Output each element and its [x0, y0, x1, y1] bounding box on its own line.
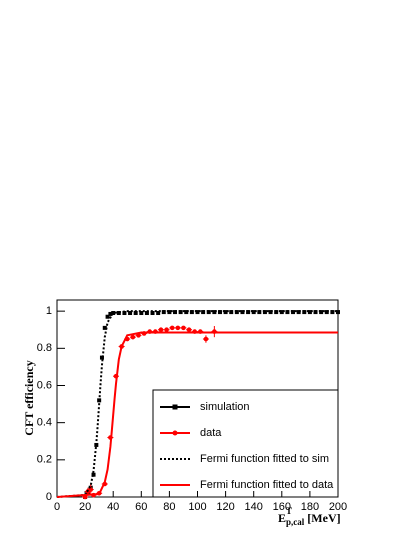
x-tick-label: 160: [273, 501, 291, 513]
data-point: [164, 327, 169, 333]
y-tick-label: 0.6: [37, 379, 52, 391]
x-tick-label: 120: [216, 501, 234, 513]
data-point: [186, 327, 192, 333]
x-tick-label: 60: [135, 501, 147, 513]
fit-line: [56, 331, 338, 498]
sim-point: [144, 311, 149, 316]
data-point: [175, 325, 181, 331]
legend-marker: [172, 430, 178, 436]
sim-point: [108, 311, 113, 316]
sim-point: [133, 311, 138, 316]
x-axis-title-main: E: [278, 511, 286, 525]
y-tick-label: 0.2: [37, 454, 52, 466]
fit-line: [56, 310, 338, 498]
sim-point: [336, 310, 340, 315]
sim-point: [184, 310, 189, 315]
data-point: [169, 325, 175, 331]
sim-point: [324, 310, 329, 315]
x-tick-label: 180: [301, 501, 319, 513]
sim-point: [102, 325, 107, 330]
legend-label: simulation: [200, 401, 250, 413]
legend-marker: [172, 404, 178, 410]
sim-point: [291, 310, 296, 315]
y-tick-label: 0.8: [37, 342, 52, 354]
x-tick-label: 80: [163, 501, 175, 513]
sim-point: [195, 310, 200, 315]
x-axis-title-sup: T: [286, 506, 292, 516]
sim-point: [240, 310, 245, 315]
y-tick-label: 0: [46, 491, 52, 503]
sim-point: [122, 311, 127, 316]
sim-point: [268, 310, 273, 315]
sim-point: [212, 310, 217, 315]
x-tick-label: 20: [79, 501, 91, 513]
legend-label: data: [200, 427, 222, 439]
x-axis-title-sub: p,cal: [286, 517, 305, 527]
data-point: [203, 336, 209, 342]
x-tick-label: 140: [245, 501, 263, 513]
sim-point: [128, 311, 133, 316]
x-tick-label: 40: [107, 501, 119, 513]
sim-point: [296, 310, 301, 315]
x-tick-label: 200: [329, 501, 347, 513]
y-tick-label: 1: [46, 305, 52, 317]
x-tick-label: 100: [188, 501, 206, 513]
sim-point: [156, 311, 161, 316]
data-point: [158, 327, 164, 333]
sim-point: [167, 310, 172, 315]
sim-point: [307, 310, 312, 315]
sim-point: [150, 311, 155, 316]
data-point: [181, 325, 186, 331]
y-axis-title: CFT efficiency: [22, 360, 36, 435]
x-axis-title: ET p,cal [MeV]: [278, 506, 341, 527]
sim-point: [111, 311, 116, 316]
data-point: [130, 334, 136, 340]
sim-point: [91, 472, 96, 477]
legend-label: Fermi function fitted to sim: [200, 453, 329, 465]
sim-point: [279, 310, 284, 315]
legend-label: Fermi function fitted to data: [200, 479, 334, 491]
sim-point: [251, 310, 256, 315]
sim-point: [99, 355, 104, 360]
sim-point: [262, 310, 267, 315]
sim-point: [223, 310, 228, 315]
x-tick-label: 0: [54, 501, 60, 513]
sim-point: [116, 311, 121, 316]
x-axis-title-unit: [MeV]: [307, 511, 340, 525]
sim-point: [139, 311, 144, 316]
y-tick-label: 0.4: [37, 417, 52, 429]
sim-point: [234, 310, 239, 315]
sim-point: [105, 314, 110, 319]
sim-point: [319, 310, 324, 315]
